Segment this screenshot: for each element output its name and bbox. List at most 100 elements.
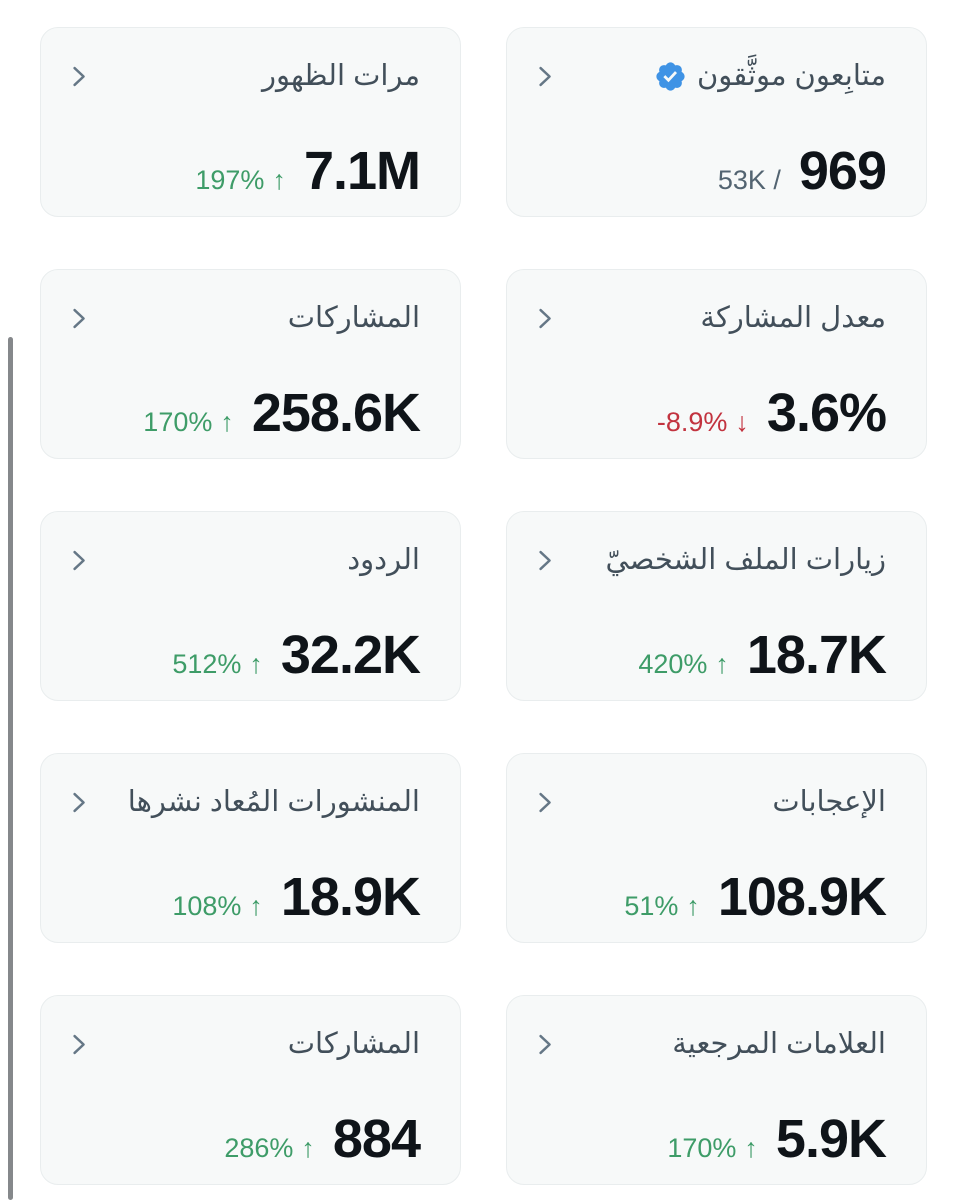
stat-value: 108.9K [717,867,887,928]
up-arrow-icon: ↑ [249,891,263,922]
stat-change-text: 170% [143,407,213,438]
chevron-right-icon[interactable] [531,789,558,816]
stat-change-text: 108% [172,891,242,922]
chevron-right-icon[interactable] [65,1031,92,1058]
stat-card-profile-visits[interactable]: زيارات الملف الشخصيّ 420% ↑ 18.7K [506,511,927,701]
stat-change-text: 420% [638,649,708,680]
stat-card-value-row: 512% ↑ 32.2K [65,625,421,690]
verified-badge-icon [656,62,685,91]
stat-card-title: المشاركات [287,1028,420,1060]
stat-card-header: معدل المشاركة [531,300,886,338]
stat-card-title-group: زيارات الملف الشخصيّ [606,542,886,580]
stat-change-text: 197% [195,165,265,196]
stat-card-value-row: 108% ↑ 18.9K [65,867,421,932]
stat-value: 32.2K [280,625,421,686]
stat-card-header: الردود [65,542,420,580]
stat-card-value-row: 51% ↑ 108.9K [531,867,887,932]
chevron-right-icon[interactable] [65,789,92,816]
stat-card-title-group: مرات الظهور [262,58,420,96]
stat-card-value-row: 420% ↑ 18.7K [531,625,887,690]
chevron-right-icon[interactable] [531,63,558,90]
up-arrow-icon: ↑ [272,165,286,196]
stat-card-engagement-rate[interactable]: معدل المشاركة -8.9% ↓ 3.6% [506,269,927,459]
stat-card-title-group: المشاركات [288,1026,420,1064]
stat-card-title: المشاركات [287,302,420,334]
stat-change-text: 512% [172,649,242,680]
stat-card-shares[interactable]: المشاركات 286% ↑ 884 [40,995,461,1185]
stat-change: 420% ↑ [638,649,729,680]
stat-value: 5.9K [775,1109,887,1170]
stat-card-header: مرات الظهور [65,58,420,96]
chevron-right-icon[interactable] [65,305,92,332]
stat-secondary-value: 53K / [717,165,781,196]
stat-change-text: 51% [624,891,679,922]
up-arrow-icon: ↑ [715,649,729,680]
stat-card-header: المشاركات [65,1026,420,1064]
stat-card-title-group: العلامات المرجعية [672,1026,886,1064]
stat-card-title-group: متابِعون موثَّقون [654,58,886,96]
stat-value: 7.1M [303,141,421,202]
stat-card-value-row: 53K / 969 [531,141,887,206]
stat-value: 18.9K [280,867,421,928]
stat-card-title-group: الردود [347,542,420,580]
stat-card-header: المشاركات [65,300,420,338]
stat-card-title-group: المنشورات المُعاد نشرها [128,784,420,822]
stat-change: 197% ↑ [195,165,286,196]
stat-card-engagements[interactable]: المشاركات 170% ↑ 258.6K [40,269,461,459]
stat-card-title-group: الإعجابات [772,784,886,822]
stat-card-title: مرات الظهور [262,60,420,92]
stat-card-header: الإعجابات [531,784,886,822]
chevron-right-icon[interactable] [65,547,92,574]
stat-card-title: الإعجابات [772,786,886,818]
up-arrow-icon: ↑ [744,1133,758,1164]
up-arrow-icon: ↑ [686,891,700,922]
down-arrow-icon: ↓ [735,407,749,438]
stat-card-grid: متابِعون موثَّقون 53K / 969 مرات الظهور … [40,27,927,1185]
stat-card-header: متابِعون موثَّقون [531,58,886,96]
stat-card-header: العلامات المرجعية [531,1026,886,1064]
stat-value: 18.7K [746,625,887,686]
stat-change: 51% ↑ [624,891,700,922]
stat-card-value-row: 197% ↑ 7.1M [65,141,421,206]
stat-card-title-group: المشاركات [288,300,420,338]
stat-card-title: معدل المشاركة [700,302,886,334]
stat-card-verified-followers[interactable]: متابِعون موثَّقون 53K / 969 [506,27,927,217]
stat-card-title: الردود [347,544,420,576]
stat-card-header: المنشورات المُعاد نشرها [65,784,420,822]
stat-card-impressions[interactable]: مرات الظهور 197% ↑ 7.1M [40,27,461,217]
chevron-right-icon[interactable] [531,305,558,332]
chevron-right-icon[interactable] [531,1031,558,1058]
stat-change-text: 286% [224,1133,294,1164]
chevron-right-icon[interactable] [65,63,92,90]
stat-value: 3.6% [766,383,887,444]
up-arrow-icon: ↑ [249,649,263,680]
stat-card-value-row: 170% ↑ 258.6K [65,383,421,448]
stat-change-text: -8.9% [656,407,728,438]
stat-change: 512% ↑ [172,649,263,680]
scrollbar-thumb[interactable] [8,337,13,1200]
stat-card-title-group: معدل المشاركة [700,300,886,338]
stat-value: 884 [332,1109,421,1170]
stat-value: 258.6K [251,383,421,444]
stat-card-value-row: 286% ↑ 884 [65,1109,421,1174]
stat-card-replies[interactable]: الردود 512% ↑ 32.2K [40,511,461,701]
stat-card-value-row: -8.9% ↓ 3.6% [531,383,887,448]
chevron-right-icon[interactable] [531,547,558,574]
stat-change: 170% ↑ [143,407,234,438]
up-arrow-icon: ↑ [301,1133,315,1164]
up-arrow-icon: ↑ [220,407,234,438]
stat-card-likes[interactable]: الإعجابات 51% ↑ 108.9K [506,753,927,943]
stat-card-title: العلامات المرجعية [672,1028,886,1060]
stat-card-title: المنشورات المُعاد نشرها [127,786,420,818]
stat-card-header: زيارات الملف الشخصيّ [531,542,886,580]
stat-card-bookmarks[interactable]: العلامات المرجعية 170% ↑ 5.9K [506,995,927,1185]
stat-change-text: 170% [667,1133,737,1164]
stat-card-title: متابِعون موثَّقون [696,60,886,92]
stat-change: 286% ↑ [224,1133,315,1164]
stat-card-reposts[interactable]: المنشورات المُعاد نشرها 108% ↑ 18.9K [40,753,461,943]
stat-value: 969 [798,141,887,202]
stat-change: -8.9% ↓ [657,407,749,438]
stat-card-title: زيارات الملف الشخصيّ [605,544,886,576]
stat-change: 108% ↑ [172,891,263,922]
